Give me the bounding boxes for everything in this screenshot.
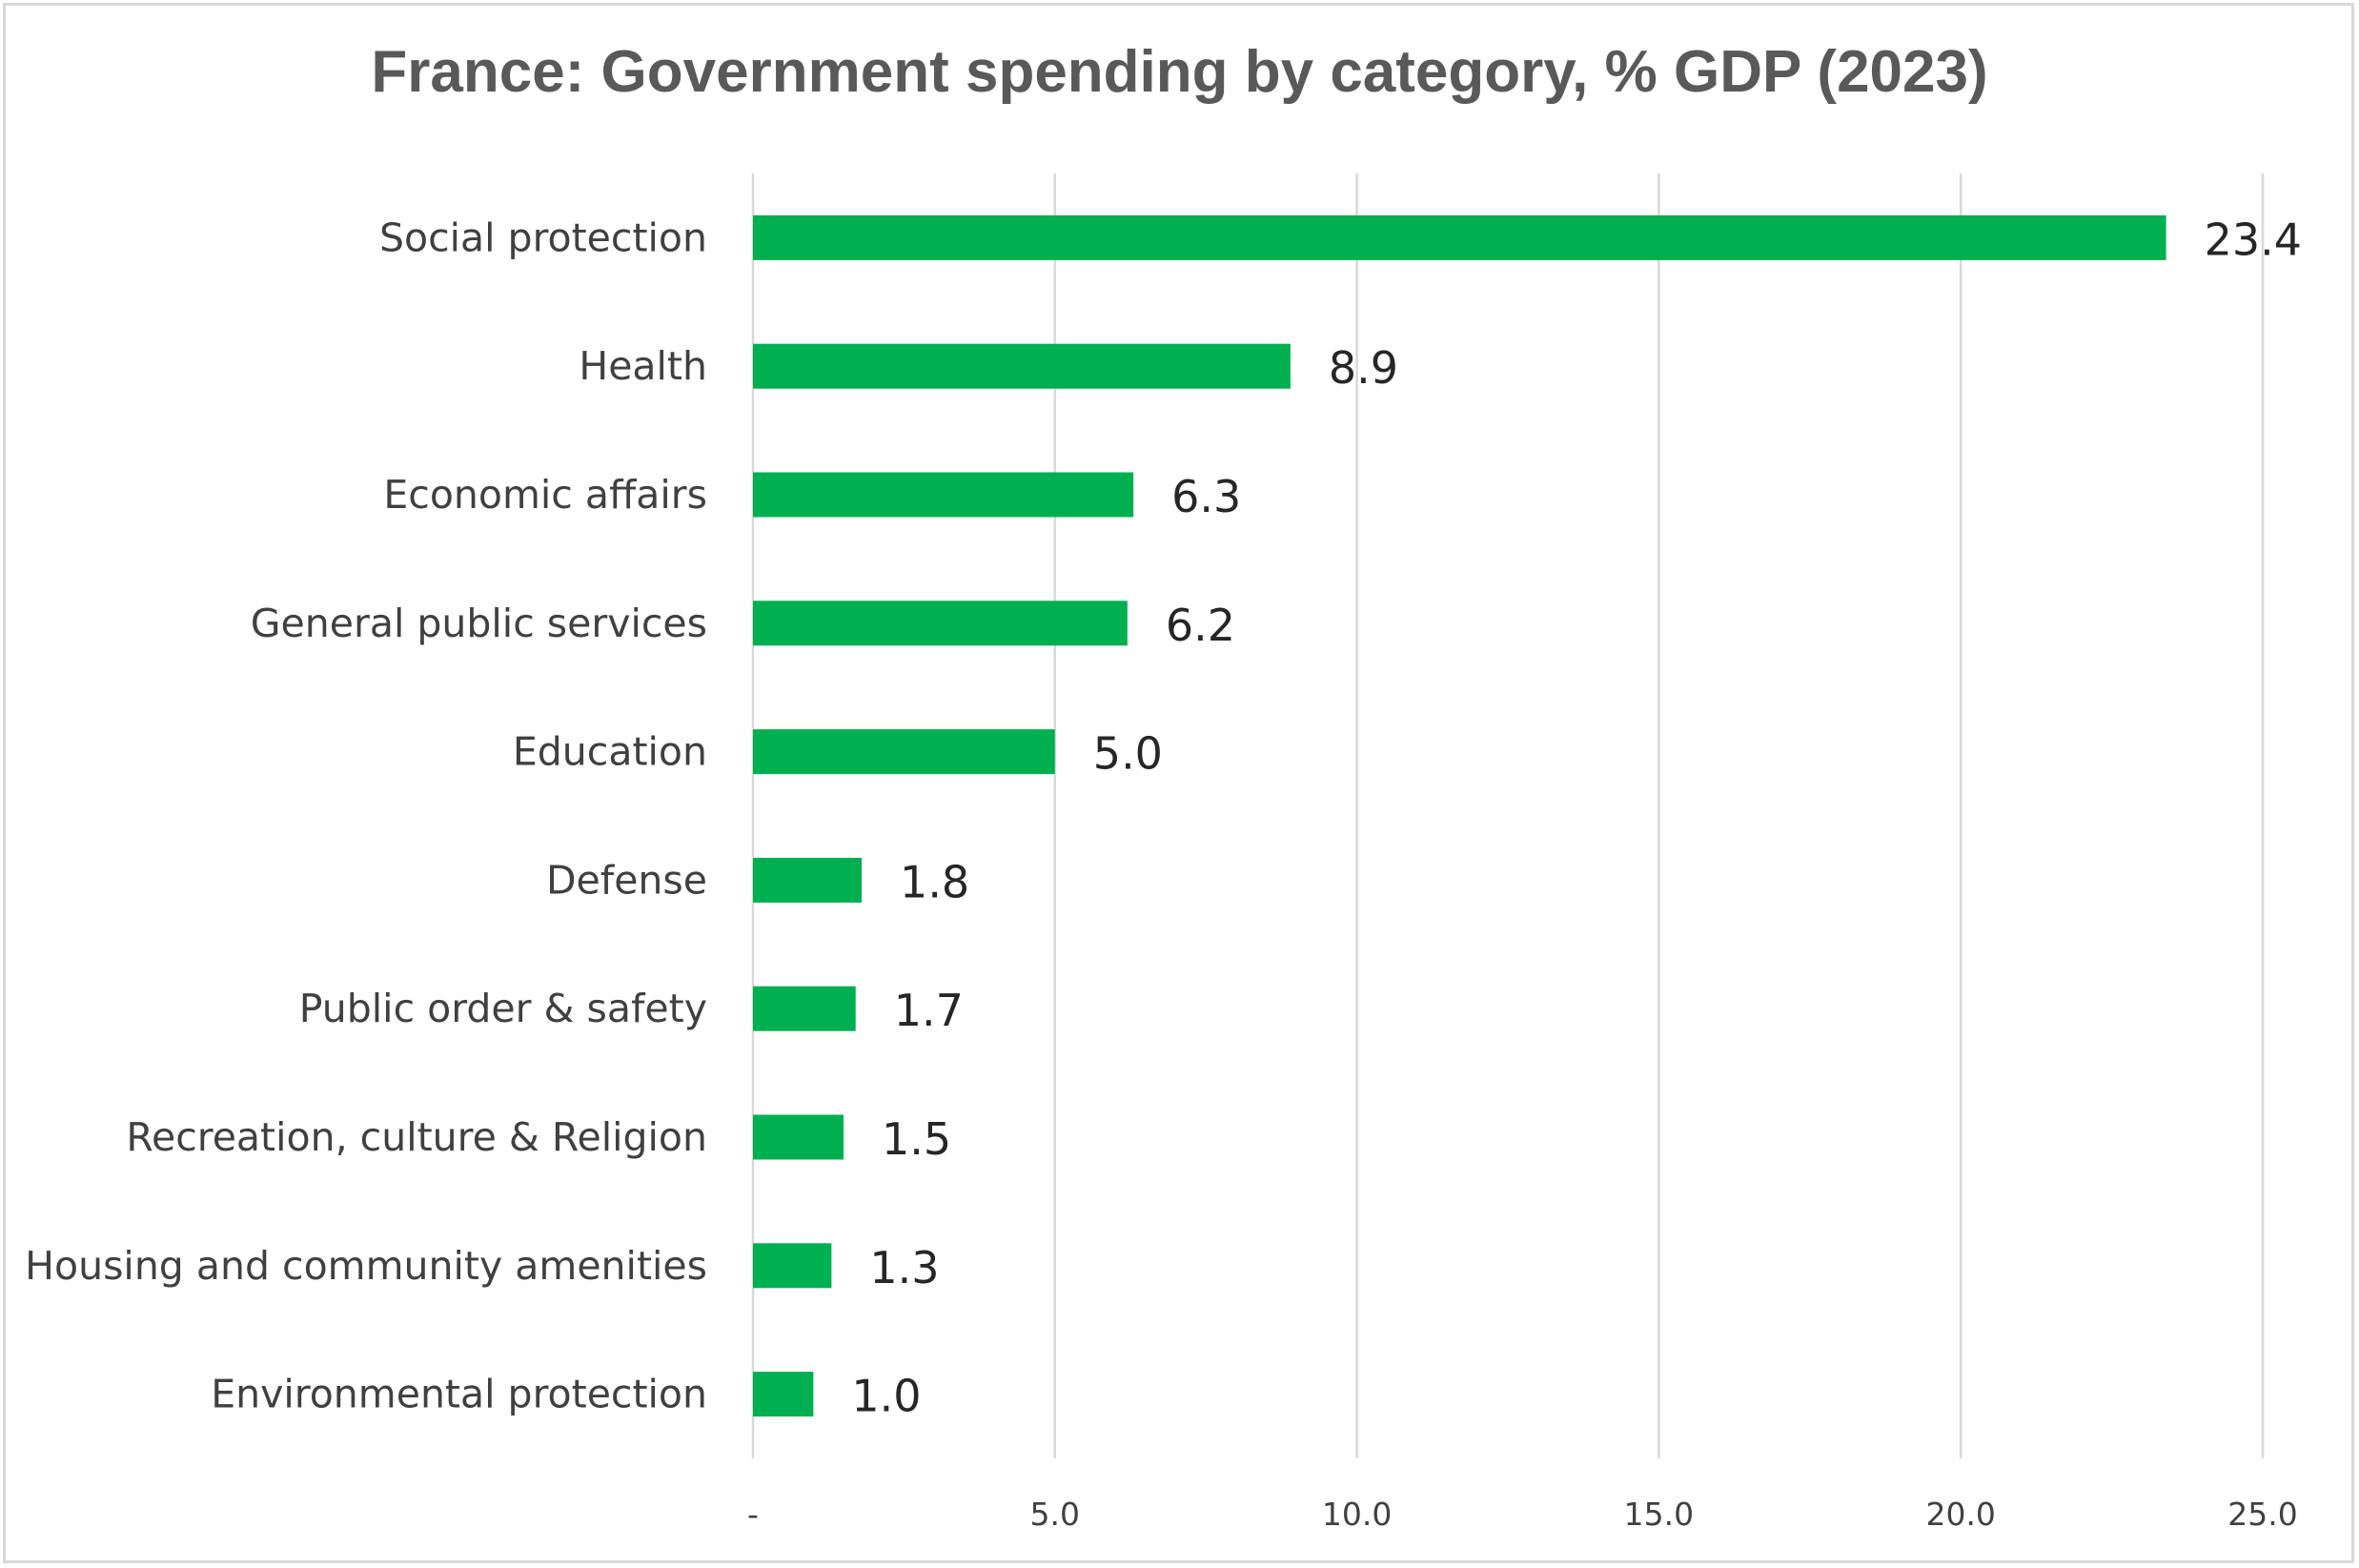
chart-title: France: Government spending by category,…	[371, 39, 1988, 105]
category-label: Social protection	[379, 214, 707, 260]
data-label: 1.3	[869, 1242, 939, 1293]
data-label: 5.0	[1093, 728, 1163, 780]
bar	[753, 601, 1128, 646]
bars	[753, 214, 2166, 1417]
category-label: Education	[513, 729, 707, 775]
x-axis-tick-labels: - 5.0 10.0 15.0 20.0 25.0	[747, 1496, 2298, 1533]
category-label: Environmental protection	[211, 1372, 707, 1417]
data-label: 23.4	[2205, 214, 2302, 265]
bar	[753, 857, 863, 903]
bar	[753, 1243, 832, 1289]
data-labels: 23.4 8.9 6.3 6.2 5.0 1.8 1.7 1.5 1.3 1.0	[851, 214, 2302, 1421]
bar	[753, 1372, 814, 1417]
data-label: 1.5	[882, 1113, 951, 1165]
x-tick-label: 15.0	[1624, 1496, 1694, 1533]
data-label: 1.7	[894, 985, 964, 1036]
x-tick-label: 5.0	[1030, 1496, 1080, 1533]
x-tick-label: -	[747, 1496, 759, 1533]
bar	[753, 214, 2166, 260]
chart-frame	[3, 3, 2354, 1563]
data-label: 6.3	[1171, 471, 1241, 522]
x-tick-label: 20.0	[1925, 1496, 1995, 1533]
category-label: Housing and community amenities	[25, 1243, 707, 1289]
category-label: Recreation, culture & Religion	[126, 1114, 707, 1160]
category-label: Defense	[546, 857, 707, 903]
category-label: General public services	[251, 601, 707, 646]
data-label: 1.8	[900, 856, 969, 907]
data-label: 1.0	[851, 1371, 921, 1422]
bar	[753, 729, 1055, 775]
category-label: Health	[579, 343, 707, 389]
bar	[753, 472, 1134, 518]
data-label: 8.9	[1329, 342, 1398, 394]
x-tick-label: 25.0	[2227, 1496, 2297, 1533]
category-labels: Social protection Health Economic affairs G…	[25, 214, 707, 1416]
category-label: Public order & safety	[299, 986, 707, 1031]
bar	[753, 343, 1291, 389]
bar	[753, 1114, 844, 1160]
data-label: 6.2	[1166, 600, 1235, 651]
category-label: Economic affairs	[383, 472, 707, 518]
x-tick-label: 10.0	[1322, 1496, 1392, 1533]
bar	[753, 986, 856, 1031]
